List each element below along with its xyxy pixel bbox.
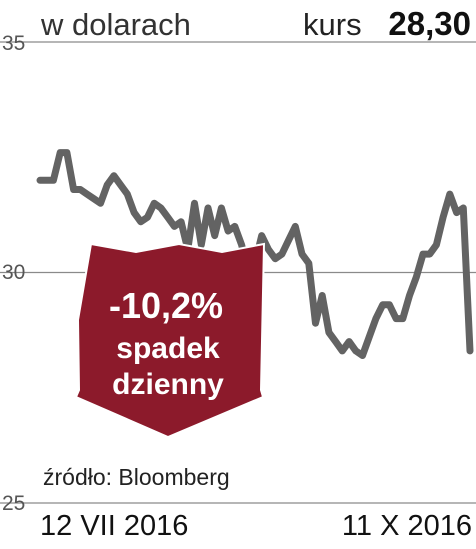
change-label-line2: dzienny — [112, 368, 224, 401]
unit-label: w dolarach — [40, 7, 191, 42]
down-arrow-icon — [74, 242, 266, 439]
y-axis: 35 30 25 — [2, 32, 25, 515]
x-label-end: 11 X 2016 — [342, 510, 472, 542]
change-percent: -10,2% — [109, 285, 223, 326]
x-label-start: 12 VII 2016 — [40, 510, 188, 542]
change-label-line1: spadek — [116, 332, 220, 365]
price-label: kurs — [303, 7, 362, 42]
y-tick-25: 25 — [2, 492, 25, 515]
y-tick-30: 30 — [2, 261, 25, 284]
source-label: źródło: Bloomberg — [43, 464, 230, 490]
price-readout: kurs 28,30 — [303, 5, 471, 42]
y-tick-35: 35 — [2, 32, 25, 55]
price-value: 28,30 — [388, 5, 471, 42]
daily-drop-badge: -10,2% spadek dzienny — [74, 242, 266, 439]
